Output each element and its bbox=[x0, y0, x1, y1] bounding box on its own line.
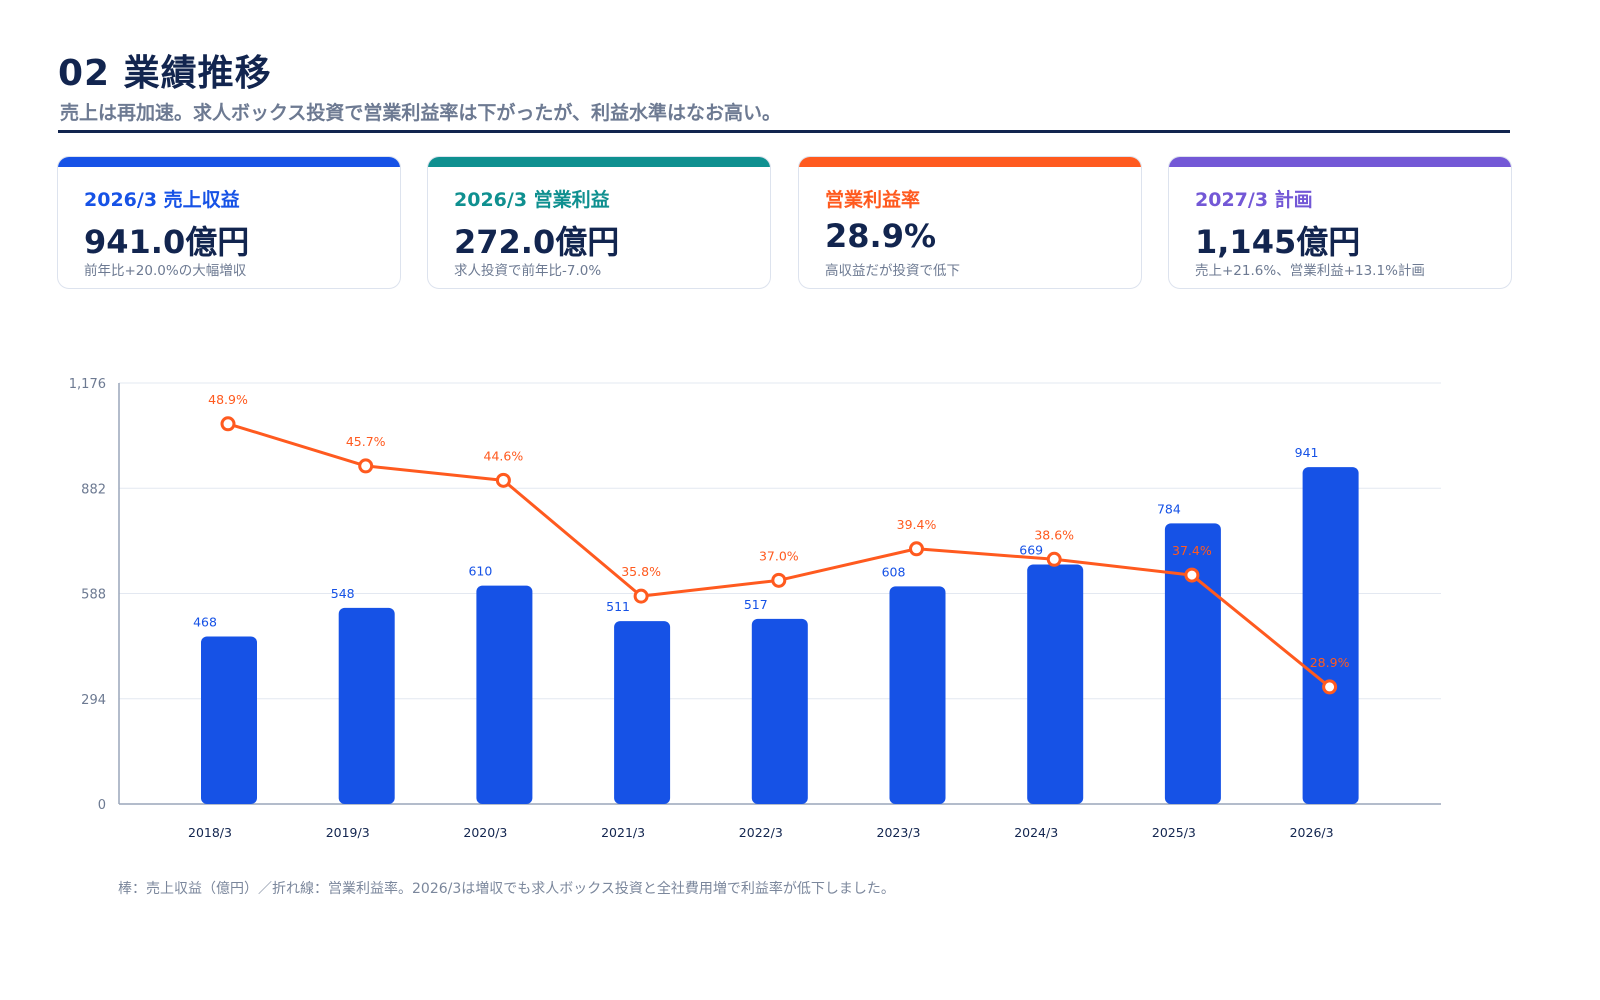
kpi-card-plan: 2027/3 計画 1,145億円 売上+21.6%、営業利益+13.1%計画 bbox=[1168, 156, 1512, 289]
bar-value-label: 468 bbox=[193, 614, 217, 629]
revenue-bar bbox=[614, 621, 671, 804]
card-label: 2026/3 売上収益 bbox=[84, 189, 240, 211]
bar-value-label: 669 bbox=[1019, 543, 1043, 558]
margin-value-label: 37.0% bbox=[759, 548, 799, 563]
card-accent-bar bbox=[1169, 157, 1511, 167]
margin-value-label: 39.4% bbox=[897, 517, 937, 532]
bar-value-label: 941 bbox=[1295, 445, 1319, 460]
card-accent-bar bbox=[428, 157, 770, 167]
x-tick-label: 2024/3 bbox=[1014, 825, 1058, 840]
margin-marker bbox=[358, 458, 374, 474]
card-label: 2026/3 営業利益 bbox=[454, 189, 610, 211]
margin-value-label: 48.9% bbox=[208, 392, 248, 407]
y-tick-label: 588 bbox=[81, 588, 106, 603]
bar-value-label: 784 bbox=[1157, 501, 1181, 516]
y-tick-label: 882 bbox=[81, 482, 106, 497]
bar-value-label: 548 bbox=[331, 586, 355, 601]
card-note: 前年比+20.0%の大幅増収 bbox=[84, 263, 247, 279]
bar-value-label: 517 bbox=[744, 597, 768, 612]
card-value: 1,145億円 bbox=[1195, 223, 1361, 261]
page-subtitle: 売上は再加速。求人ボックス投資で営業利益率は下がったが、利益水準はなお高い。 bbox=[60, 102, 782, 124]
y-tick-label: 1,176 bbox=[69, 377, 106, 392]
card-value: 272.0億円 bbox=[454, 223, 620, 261]
card-label: 2027/3 計画 bbox=[1195, 189, 1313, 211]
margin-marker bbox=[771, 572, 787, 588]
margin-marker bbox=[909, 541, 924, 557]
revenue-bar bbox=[338, 607, 395, 804]
title-divider bbox=[58, 130, 1510, 133]
margin-marker bbox=[495, 472, 511, 488]
y-tick-label: 0 bbox=[98, 798, 106, 813]
x-tick-label: 2023/3 bbox=[877, 825, 921, 840]
x-tick-label: 2020/3 bbox=[463, 825, 507, 840]
card-accent-bar bbox=[799, 157, 1141, 167]
x-tick-label: 2018/3 bbox=[188, 825, 232, 840]
y-tick-label: 294 bbox=[81, 693, 106, 708]
x-tick-label: 2022/3 bbox=[739, 825, 783, 840]
revenue-bar bbox=[1164, 523, 1221, 804]
kpi-card-revenue: 2026/3 売上収益 941.0億円 前年比+20.0%の大幅増収 bbox=[57, 156, 401, 289]
card-note: 求人投資で前年比-7.0% bbox=[454, 263, 602, 279]
margin-marker bbox=[1184, 567, 1200, 583]
revenue-bar bbox=[476, 585, 533, 804]
margin-value-label: 28.9% bbox=[1310, 655, 1350, 670]
kpi-card-operating-margin: 営業利益率 28.9% 高収益だが投資で低下 bbox=[798, 156, 1142, 289]
bar-value-label: 610 bbox=[468, 564, 492, 579]
x-tick-label: 2025/3 bbox=[1152, 825, 1196, 840]
margin-marker bbox=[220, 416, 236, 432]
margin-marker bbox=[1046, 551, 1062, 567]
x-tick-label: 2026/3 bbox=[1290, 825, 1334, 840]
bar-value-label: 511 bbox=[606, 599, 630, 614]
margin-value-label: 45.7% bbox=[346, 434, 386, 449]
margin-marker bbox=[633, 588, 649, 604]
revenue-bar bbox=[201, 636, 257, 804]
margin-value-label: 35.8% bbox=[621, 564, 661, 579]
margin-marker bbox=[1322, 679, 1338, 695]
revenue-bar bbox=[889, 586, 946, 804]
page-title: 02 業績推移 bbox=[58, 53, 272, 94]
margin-value-label: 37.4% bbox=[1172, 543, 1212, 558]
card-label: 営業利益率 bbox=[825, 189, 921, 211]
margin-value-label: 44.6% bbox=[484, 448, 524, 463]
card-note: 売上+21.6%、営業利益+13.1%計画 bbox=[1195, 263, 1425, 279]
revenue-bar bbox=[751, 618, 808, 804]
card-value: 28.9% bbox=[825, 217, 937, 255]
card-value: 941.0億円 bbox=[84, 223, 250, 261]
bar-value-label: 608 bbox=[882, 564, 906, 579]
chart-footnote: 棒：売上収益（億円）／折れ線：営業利益率。2026/3は増収でも求人ボックス投資… bbox=[118, 881, 895, 897]
margin-value-label: 38.6% bbox=[1034, 527, 1074, 542]
revenue-bar bbox=[1302, 467, 1359, 804]
x-tick-label: 2021/3 bbox=[601, 825, 645, 840]
revenue-bar bbox=[1027, 564, 1084, 804]
card-note: 高収益だが投資で低下 bbox=[825, 263, 960, 279]
x-tick-label: 2019/3 bbox=[326, 825, 370, 840]
kpi-card-operating-profit: 2026/3 営業利益 272.0億円 求人投資で前年比-7.0% bbox=[427, 156, 771, 289]
card-accent-bar bbox=[58, 157, 400, 167]
